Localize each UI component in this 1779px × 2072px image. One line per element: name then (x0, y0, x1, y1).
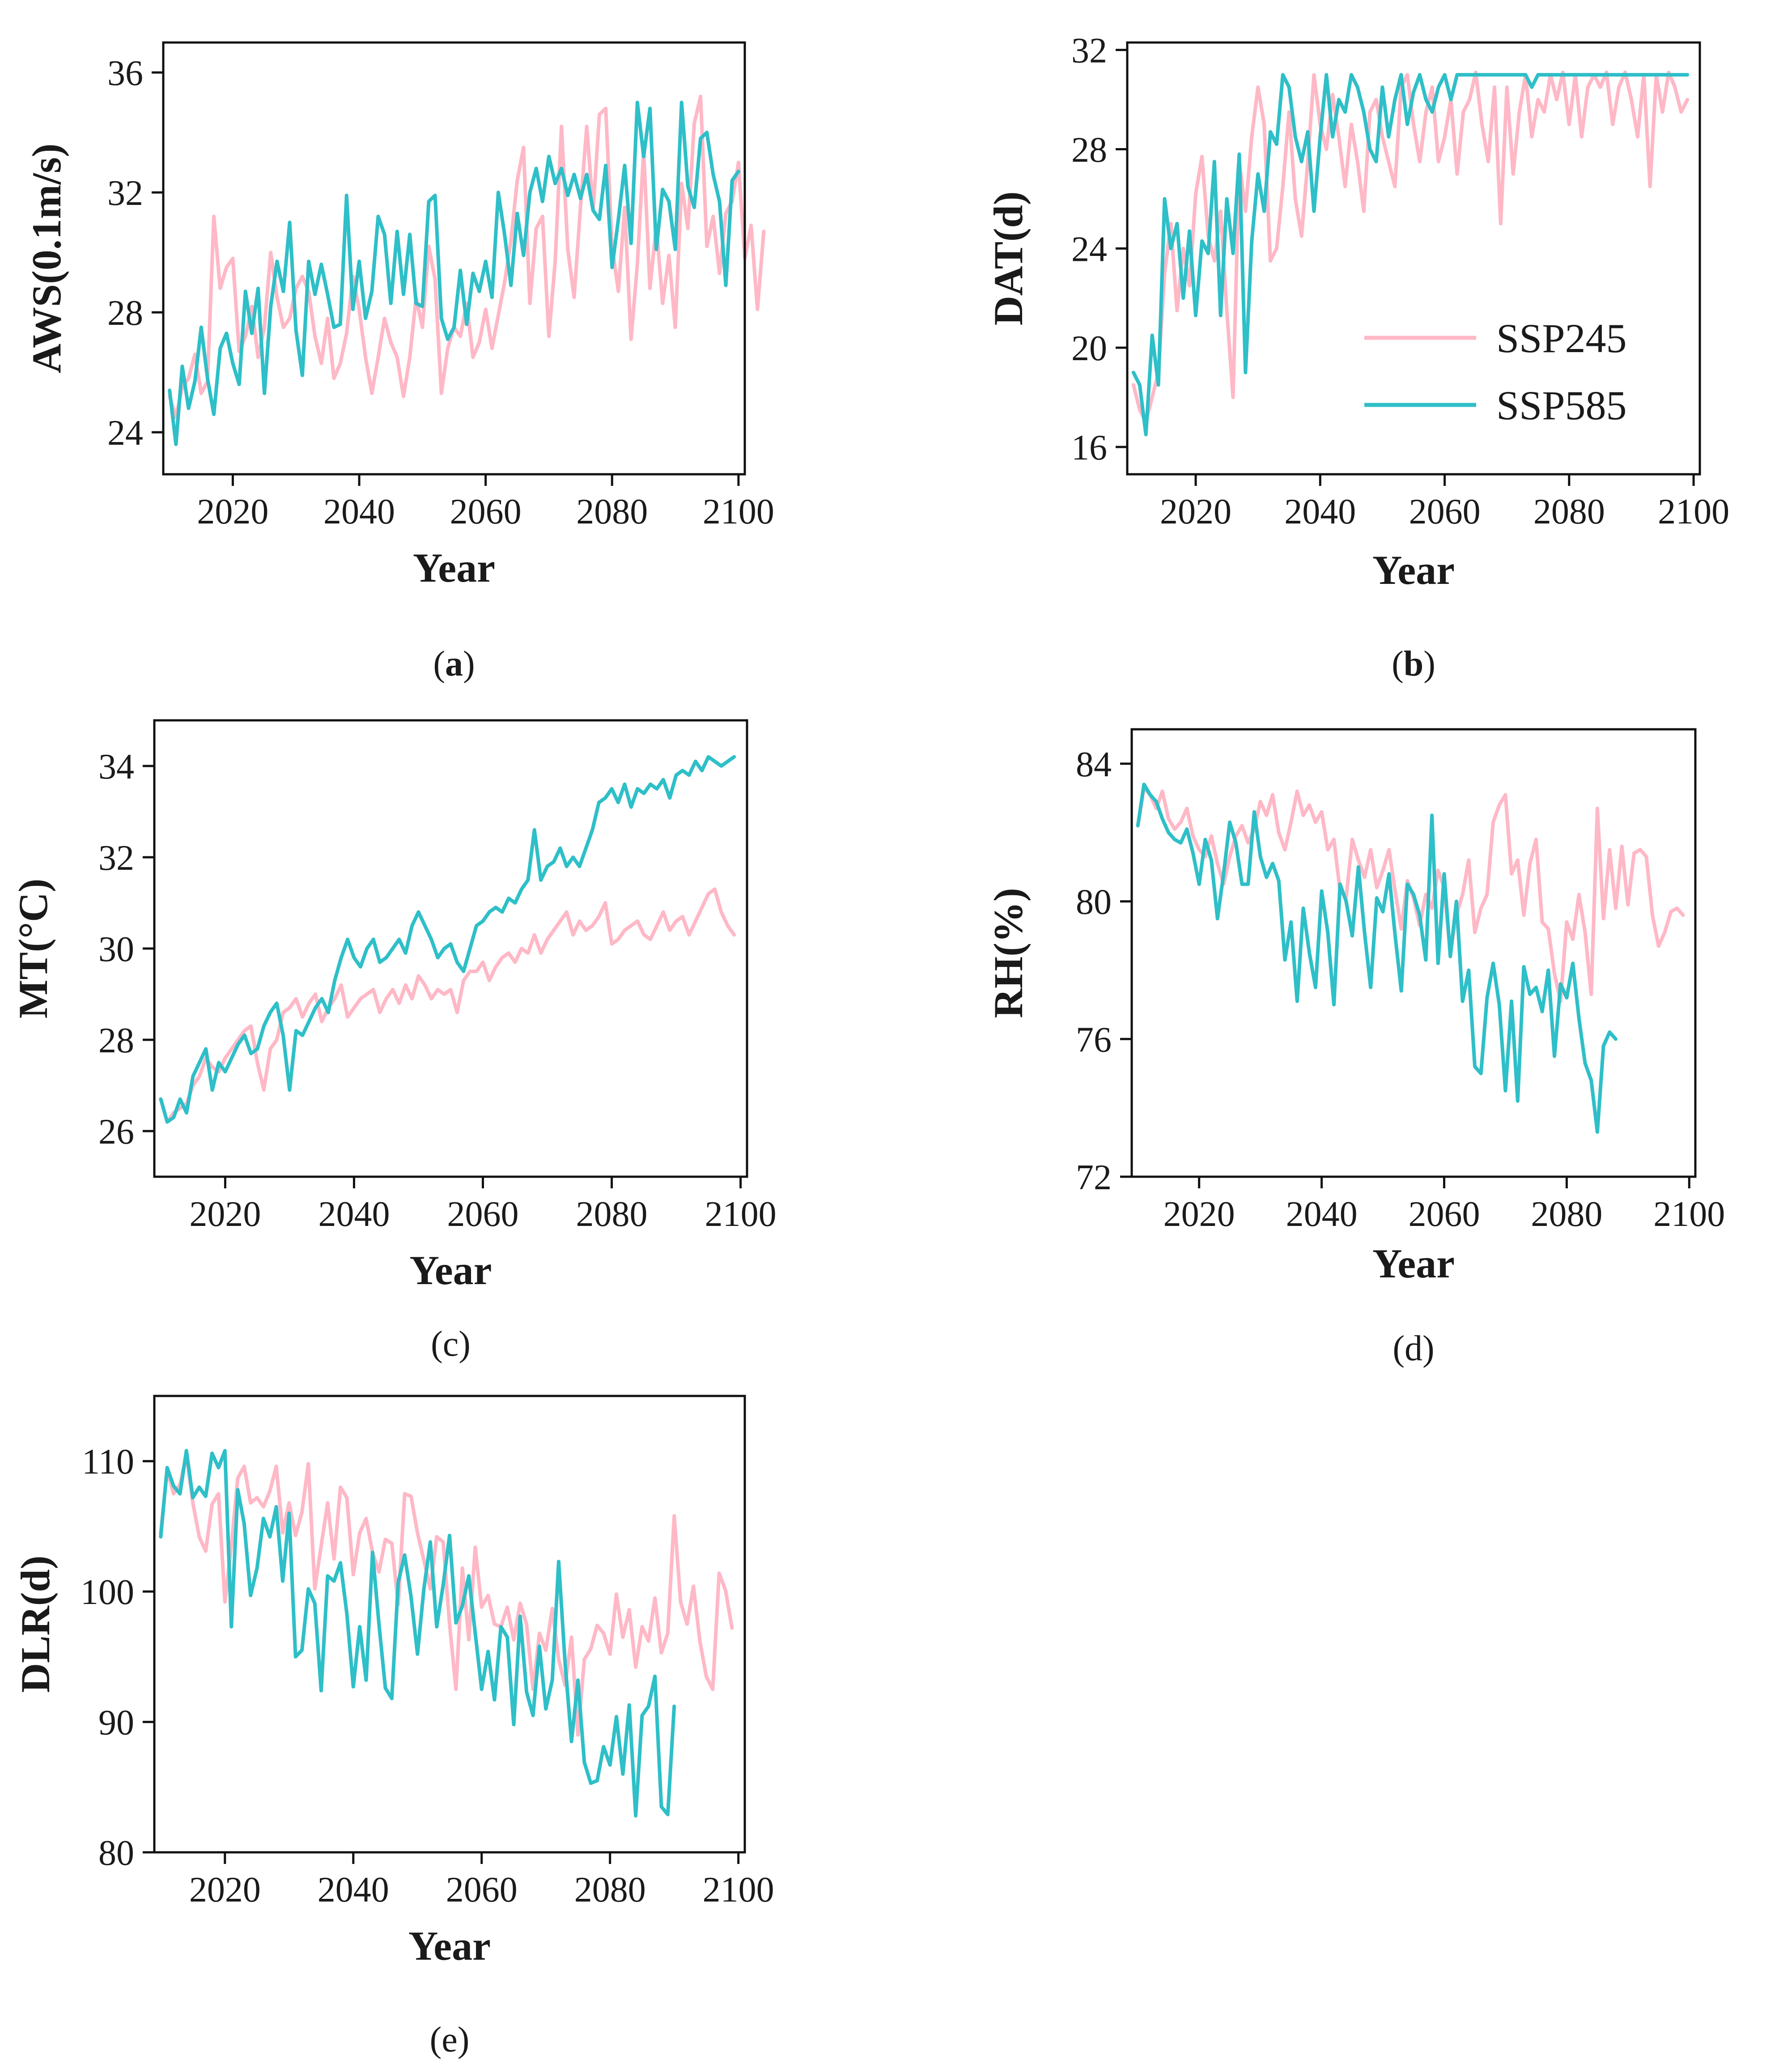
x-tick-label: 2080 (1533, 492, 1605, 532)
y-tick-label: 26 (98, 1112, 134, 1152)
plot-frame (162, 41, 746, 476)
x-tick-label: 2040 (318, 1870, 389, 1910)
x-tick-label: 2080 (1531, 1195, 1602, 1234)
x-tick-label: 2060 (446, 1870, 518, 1910)
x-tick-label: 2020 (1163, 1195, 1235, 1234)
y-tick-label: 76 (1076, 1020, 1112, 1059)
y-tick-label: 84 (1076, 745, 1112, 784)
y-axis-title: DLR(d) (13, 1556, 58, 1693)
x-tick-label: 2100 (703, 1870, 774, 1910)
y-tick-label: 24 (107, 413, 143, 453)
x-tick-label: 2060 (450, 492, 522, 532)
x-tick-label: 2080 (576, 1195, 648, 1234)
panel-e-dlr: 2020 2040 2060 2080 2100 80 90 100 110 Year DLR(d)… (13, 1395, 774, 2059)
x-axis-title: Year (408, 1923, 491, 1969)
x-axis-title: Year (1372, 547, 1455, 593)
y-tick-label: 28 (1071, 130, 1107, 170)
x-tick-label: 2040 (1284, 492, 1356, 532)
x-tick-label: 2080 (576, 492, 648, 532)
panel-b-dat: 2020 2040 2060 2080 2100 16 20 24 28 32 Year DAT(d)… (985, 31, 1729, 684)
x-tick-label: 2040 (323, 492, 395, 532)
y-tick-label: 32 (107, 174, 143, 213)
series-line-ssp585 (159, 755, 736, 1124)
panel-label: (b) (1392, 644, 1435, 684)
legend: SSP245 SSP585 (1364, 315, 1627, 428)
x-tick-label: 2020 (197, 492, 268, 532)
y-tick-label: 24 (1071, 230, 1107, 269)
series-line-ssp585 (1131, 73, 1690, 437)
x-tick-label: 2100 (1658, 492, 1729, 532)
panel-label: (c) (431, 1324, 471, 1364)
x-tick-label: 2100 (705, 1195, 777, 1234)
y-tick-label: 80 (1076, 883, 1112, 922)
panel-a-aws: 2020 2040 2060 2080 2100 24 28 32 36 Year AWS(0.1m… (24, 41, 774, 684)
y-axis-title: DAT(d) (985, 191, 1031, 326)
x-tick-label: 2040 (318, 1195, 390, 1234)
x-tick-label: 2100 (703, 492, 774, 532)
x-tick-label: 2040 (1286, 1195, 1358, 1234)
x-tick-label: 2060 (1408, 1195, 1480, 1234)
panel-label: (d) (1393, 1329, 1434, 1368)
y-tick-label: 72 (1076, 1158, 1112, 1197)
y-tick-label: 16 (1071, 428, 1107, 468)
series-line-ssp245 (168, 94, 766, 419)
series-line-ssp585 (1136, 783, 1618, 1134)
x-axis-title: Year (410, 1247, 492, 1293)
x-tick-label: 2020 (189, 1195, 261, 1234)
legend-label-ssp585: SSP585 (1496, 383, 1627, 428)
y-axis-title: RH(%) (985, 888, 1031, 1018)
legend-label-ssp245: SSP245 (1496, 315, 1627, 361)
panel-c-mt: 2020 2040 2060 2080 2100 26 28 30 32 34 Year MT(°C)… (10, 719, 777, 1364)
panel-d-rh: 2020 2040 2060 2080 2100 72 76 80 84 Year RH(%) (d) (985, 728, 1725, 1368)
y-axis-title: AWS(0.1m/s) (24, 144, 69, 374)
x-tick-label: 2080 (574, 1870, 646, 1910)
panel-label: (a) (433, 644, 475, 684)
x-tick-label: 2020 (1160, 492, 1231, 532)
x-tick-label: 2020 (189, 1870, 261, 1910)
y-tick-label: 100 (81, 1573, 134, 1612)
series-line-ssp585 (168, 101, 740, 446)
plot-frame (153, 1395, 746, 1854)
plot-frame (1126, 41, 1701, 476)
x-tick-label: 2100 (1653, 1195, 1725, 1234)
y-axis-title: MT(°C) (10, 879, 56, 1019)
y-tick-label: 80 (98, 1834, 134, 1873)
y-tick-label: 28 (107, 294, 143, 333)
series-line-ssp245 (159, 1453, 734, 1737)
y-tick-label: 20 (1071, 329, 1107, 368)
y-tick-label: 34 (98, 747, 134, 787)
y-tick-label: 32 (1071, 31, 1107, 71)
x-tick-label: 2060 (447, 1195, 519, 1234)
y-tick-label: 36 (107, 54, 143, 93)
panel-label: (e) (430, 2020, 470, 2059)
x-tick-label: 2060 (1409, 492, 1481, 532)
y-tick-label: 90 (98, 1703, 134, 1743)
series-line-ssp585 (159, 1449, 676, 1818)
series-line-ssp245 (159, 887, 736, 1124)
x-axis-title: Year (1372, 1241, 1455, 1286)
y-tick-label: 32 (98, 838, 134, 878)
y-tick-label: 30 (98, 930, 134, 969)
y-tick-label: 110 (82, 1442, 134, 1482)
x-axis-title: Year (413, 545, 495, 591)
y-tick-label: 28 (98, 1021, 134, 1060)
plot-frame (1130, 728, 1697, 1178)
